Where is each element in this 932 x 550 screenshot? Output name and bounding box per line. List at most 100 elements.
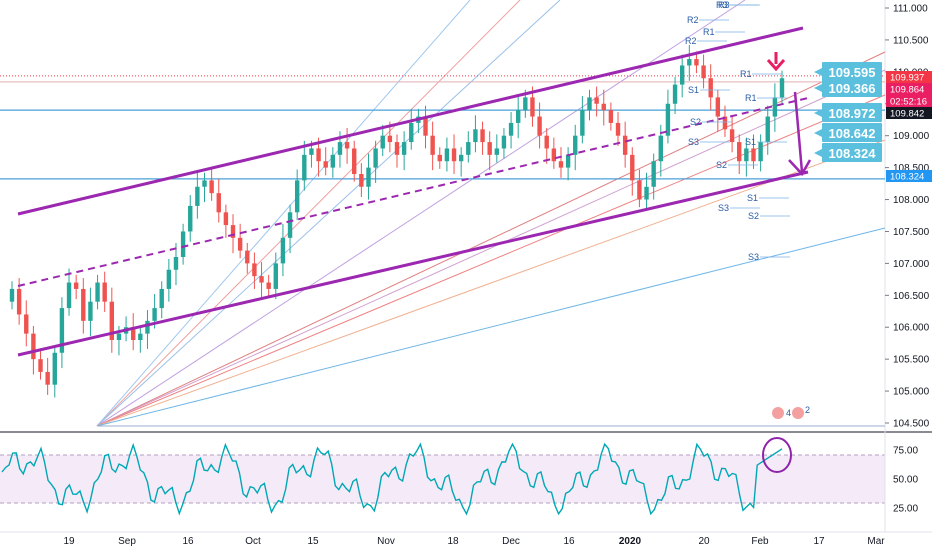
- candle-body: [615, 122, 621, 136]
- candle-body: [352, 148, 357, 174]
- price-tick-label: 108.500: [893, 163, 930, 174]
- pivot-label: S1: [745, 137, 756, 147]
- candle-body: [230, 225, 236, 238]
- rsi-highlight-circle: [762, 437, 792, 473]
- callout-label: 109.366: [829, 81, 876, 96]
- candle-body: [409, 122, 414, 143]
- price-tag-label: 109.842: [890, 109, 924, 120]
- candle-body: [145, 320, 150, 334]
- candle-body: [394, 142, 400, 155]
- candle-body: [551, 148, 557, 162]
- time-tick-label: 15: [307, 536, 319, 547]
- price-tick-label: 105.000: [893, 387, 930, 398]
- candle-body: [651, 161, 656, 187]
- candle-body: [722, 116, 728, 130]
- price-tag-box: [886, 71, 932, 83]
- time-tick-label: 20: [698, 536, 710, 547]
- pivot-label: S3: [688, 137, 699, 147]
- rsi-band: [0, 455, 885, 503]
- candle-body: [16, 288, 22, 315]
- candle-body: [494, 148, 500, 155]
- candle-body: [387, 135, 393, 143]
- pivot-label: R1: [745, 93, 757, 103]
- candle-body: [644, 186, 649, 200]
- candle-body: [473, 129, 478, 143]
- candle-body: [81, 288, 86, 321]
- candle-body: [180, 231, 186, 257]
- candle-body: [765, 116, 770, 143]
- pivot-label: S3: [718, 203, 729, 213]
- fan-lines: [96, 0, 886, 427]
- candle-body: [544, 135, 549, 149]
- candle-body: [423, 116, 428, 136]
- price-tick-label: 106.000: [893, 323, 930, 334]
- pivot-label: S2: [748, 211, 759, 221]
- callout-pointer: [814, 68, 822, 76]
- callout-label: 108.324: [829, 146, 877, 161]
- pivot-label: S2: [716, 160, 727, 170]
- candle-body: [587, 97, 592, 111]
- callout-pointer: [814, 84, 822, 92]
- candle-body: [430, 135, 435, 155]
- candle-body: [480, 129, 485, 143]
- candle-body: [223, 212, 229, 226]
- candle-body: [451, 148, 457, 162]
- callout-label: 109.595: [829, 65, 876, 80]
- candle-body: [24, 314, 29, 334]
- fan-line: [96, 0, 746, 427]
- callout-box: [822, 62, 882, 81]
- candle-body: [729, 129, 735, 143]
- rsi-tick-label: 75.00: [893, 446, 918, 457]
- candle-body: [52, 352, 57, 385]
- candle-body: [109, 301, 115, 340]
- time-tick-label: Oct: [245, 536, 261, 547]
- pivot-label: R3: [718, 0, 730, 10]
- candle-body: [516, 110, 521, 123]
- time-tick-label: 17: [813, 536, 825, 547]
- price-tick-label: 110.500: [893, 35, 929, 46]
- candle-body: [694, 59, 699, 66]
- candle-body: [366, 167, 371, 187]
- price-tag-label: 02:52:16: [890, 97, 927, 108]
- price-tag-box: [886, 170, 932, 182]
- candle-body: [316, 148, 321, 162]
- pivot-label: S1: [688, 85, 699, 95]
- forecast-arrow-head: [788, 159, 812, 177]
- candle-body: [159, 288, 164, 309]
- rsi-polyline: [1, 442, 783, 516]
- callout-box: [822, 143, 882, 162]
- rsi-line: [1, 437, 792, 516]
- time-tick-label: Nov: [377, 536, 395, 547]
- candle-body: [608, 110, 614, 123]
- candle-body: [273, 263, 278, 289]
- callout-box: [822, 123, 882, 142]
- fan-line: [96, 139, 886, 427]
- candle-body: [444, 148, 450, 162]
- candle-body: [66, 282, 72, 309]
- price-tag-label: 109.937: [890, 73, 924, 84]
- candle-body: [779, 78, 785, 98]
- price-tag-label: 108.324: [890, 172, 924, 183]
- time-tick-label: 16: [182, 536, 194, 547]
- candle-body: [558, 161, 564, 168]
- candle-body: [259, 276, 264, 283]
- candles: [9, 45, 785, 398]
- candle-body: [530, 97, 535, 117]
- callout-label: 108.642: [829, 126, 876, 141]
- fan-line: [96, 0, 471, 427]
- price-tag-box: [886, 83, 932, 95]
- candle-body: [658, 135, 663, 162]
- candle-body: [637, 180, 642, 200]
- candle-body: [252, 263, 257, 277]
- candle-body: [9, 288, 15, 302]
- candle-body: [45, 371, 50, 385]
- candle-body: [59, 308, 65, 353]
- candle-body: [715, 97, 721, 117]
- flag-icon: [792, 407, 804, 419]
- candle-body: [359, 174, 364, 187]
- price-tick-label: 105.500: [893, 355, 930, 366]
